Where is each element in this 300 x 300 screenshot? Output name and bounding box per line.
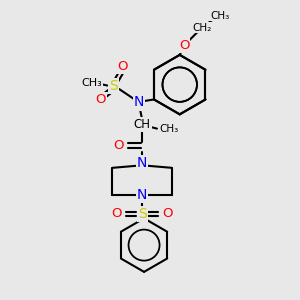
Text: O: O <box>179 39 189 52</box>
Text: CH: CH <box>134 118 151 131</box>
Text: CH₃: CH₃ <box>81 78 102 88</box>
Text: S: S <box>138 207 146 221</box>
Text: S: S <box>110 79 118 93</box>
Text: CH₂: CH₂ <box>192 22 212 32</box>
Text: N: N <box>134 95 144 110</box>
Text: N: N <box>137 188 147 202</box>
Text: CH₃: CH₃ <box>160 124 179 134</box>
Text: N: N <box>137 156 147 170</box>
Text: O: O <box>95 93 106 106</box>
Text: O: O <box>163 207 173 220</box>
Text: O: O <box>113 139 124 152</box>
Text: O: O <box>111 207 122 220</box>
Text: CH₃: CH₃ <box>210 11 230 21</box>
Text: O: O <box>118 60 128 73</box>
